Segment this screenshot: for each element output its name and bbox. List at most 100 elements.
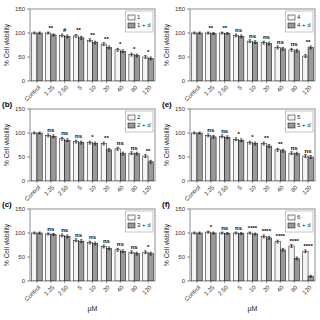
error-bar	[103, 245, 105, 248]
bar	[73, 240, 78, 281]
error-cap	[221, 233, 223, 234]
error-cap	[130, 53, 132, 54]
legend-label: 5 + d	[297, 122, 311, 128]
x-tick-label: 80	[290, 184, 299, 193]
error-cap	[89, 244, 91, 245]
error-cap	[290, 247, 292, 248]
significance-label: ns	[103, 238, 111, 244]
marks	[192, 32, 314, 81]
significance-label: *	[119, 41, 122, 47]
x-tick	[308, 281, 309, 283]
bar	[294, 51, 299, 81]
error-cap	[240, 34, 242, 35]
error-cap	[149, 255, 151, 256]
error-bar	[130, 251, 132, 254]
error-line	[131, 152, 132, 155]
error-cap	[136, 57, 138, 58]
error-cap	[198, 132, 200, 133]
error-cap	[304, 157, 306, 158]
error-cap	[80, 141, 82, 142]
legend-swatch	[288, 15, 295, 20]
panel: 050100150Control1.252.50510204080120nsns…	[2, 200, 155, 313]
y-tick-label: 0	[22, 278, 26, 284]
error-cap	[235, 140, 237, 141]
y-tick-label: 100	[15, 230, 26, 236]
error-cap	[94, 44, 96, 45]
bar	[294, 258, 299, 281]
significance-label: ****	[262, 228, 272, 234]
bar	[129, 252, 134, 281]
bar	[120, 154, 125, 181]
significance-label: **	[222, 25, 227, 31]
error-cap	[276, 148, 278, 149]
significance-label: **	[278, 141, 283, 147]
bar	[59, 139, 64, 181]
error-cap	[193, 33, 195, 34]
x-tick-label: 20	[262, 84, 271, 93]
x-tick-label: 80	[130, 84, 139, 93]
error-cap	[226, 234, 228, 235]
bar	[59, 35, 64, 81]
y-tick-label: 100	[175, 230, 186, 236]
x-tick	[50, 81, 51, 83]
error-bar	[309, 156, 311, 159]
error-line	[34, 32, 35, 34]
error-line	[62, 137, 63, 140]
significance-label: ns	[75, 133, 83, 139]
error-cap	[33, 133, 35, 134]
y-tick-label: 150	[15, 206, 26, 212]
y-tick-label: 100	[175, 130, 186, 136]
legend-swatch	[128, 23, 135, 28]
error-cap	[309, 158, 311, 159]
error-bar	[226, 136, 228, 139]
x-tick-label: 80	[130, 284, 139, 293]
error-bar	[122, 50, 124, 53]
error-line	[48, 233, 49, 235]
bar	[239, 233, 244, 281]
error-line	[194, 132, 195, 134]
error-line	[39, 232, 40, 234]
bar	[46, 234, 51, 281]
bar	[148, 162, 153, 181]
error-cap	[80, 239, 82, 240]
error-cap	[296, 152, 298, 153]
error-cap	[47, 234, 49, 235]
error-cap	[221, 232, 223, 233]
error-bar	[89, 241, 91, 244]
legend: 44 + d	[285, 11, 313, 32]
error-line	[150, 252, 151, 255]
x-tick-label: 20	[262, 184, 271, 193]
x-tick-label: 1.25	[43, 84, 56, 97]
error-bar	[136, 152, 138, 155]
significance-label: ns	[221, 225, 229, 231]
error-bar	[226, 33, 228, 35]
error-bar	[130, 152, 132, 155]
x-tick	[252, 181, 253, 183]
error-cap	[75, 241, 77, 242]
error-line	[241, 35, 242, 38]
x-tick-label: 10	[248, 184, 257, 193]
x-tick-label: Control	[184, 84, 202, 102]
error-bar	[116, 248, 118, 251]
error-cap	[296, 155, 298, 156]
error-bar	[130, 53, 132, 56]
error-bar	[240, 139, 242, 142]
error-bar	[144, 56, 146, 59]
bar	[197, 133, 202, 181]
error-line	[296, 152, 297, 155]
error-cap	[304, 249, 306, 250]
x-tick	[106, 81, 107, 83]
error-cap	[240, 234, 242, 235]
bar	[197, 233, 202, 281]
error-cap	[66, 234, 68, 235]
legend: 33 + d	[125, 211, 153, 232]
y-axis-label: % Cell viability	[3, 23, 11, 66]
x-tick	[148, 281, 149, 283]
legend-swatch	[128, 15, 135, 20]
y-tick-label: 100	[15, 130, 26, 136]
y-tick	[187, 233, 190, 234]
error-cap	[309, 277, 311, 278]
bar	[46, 33, 51, 81]
error-line	[263, 41, 264, 44]
error-cap	[144, 55, 146, 56]
